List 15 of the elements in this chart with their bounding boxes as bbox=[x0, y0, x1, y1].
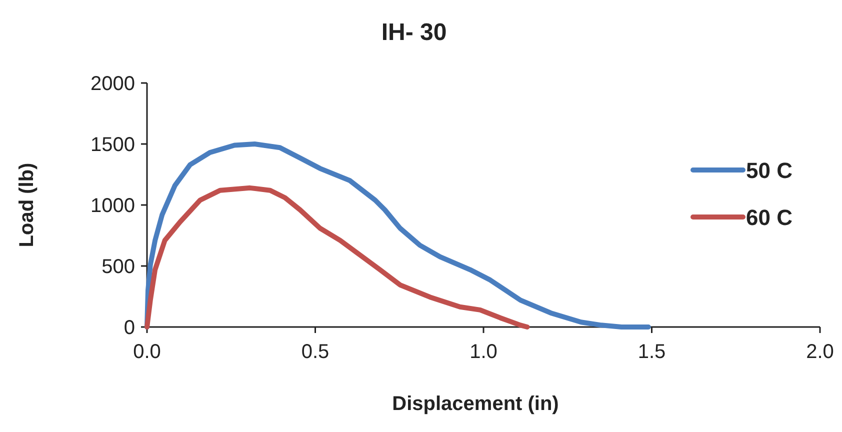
y-tick-label: 1500 bbox=[90, 134, 135, 156]
x-tick-label: 0.0 bbox=[133, 341, 161, 363]
y-tick-label: 2000 bbox=[90, 73, 135, 95]
x-tick-label: 1.5 bbox=[638, 341, 666, 363]
legend-label: 50 C bbox=[746, 158, 793, 183]
chart-title: IH- 30 bbox=[381, 19, 447, 46]
x-tick-label: 1.0 bbox=[470, 341, 498, 363]
y-tick-label: 500 bbox=[102, 256, 135, 278]
x-tick-label: 0.5 bbox=[301, 341, 330, 363]
x-axis-title: Displacement (in) bbox=[392, 393, 559, 415]
y-axis-title: Load (lb) bbox=[16, 162, 38, 248]
y-tick-label: 0 bbox=[124, 317, 135, 339]
legend-label: 60 C bbox=[746, 205, 793, 230]
x-tick-label: 2.0 bbox=[806, 341, 834, 363]
y-tick-label: 1000 bbox=[90, 195, 135, 217]
